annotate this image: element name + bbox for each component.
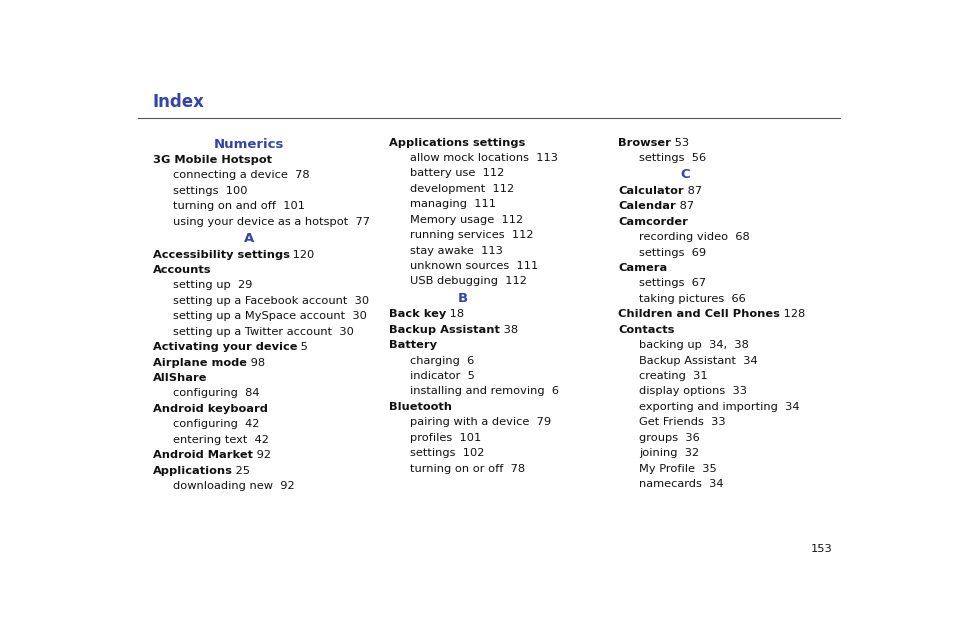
- Text: Numerics: Numerics: [213, 137, 284, 151]
- Text: indicator  5: indicator 5: [410, 371, 475, 381]
- Text: Calculator: Calculator: [618, 186, 683, 196]
- Text: AllShare: AllShare: [152, 373, 207, 383]
- Text: namecards  34: namecards 34: [639, 479, 722, 489]
- Text: B: B: [457, 292, 468, 305]
- Text: Calendar: Calendar: [618, 202, 676, 211]
- Text: 92: 92: [253, 450, 271, 460]
- Text: pairing with a device  79: pairing with a device 79: [410, 417, 551, 427]
- Text: recording video  68: recording video 68: [639, 232, 749, 242]
- Text: 87: 87: [676, 202, 694, 211]
- Text: unknown sources  111: unknown sources 111: [410, 261, 537, 271]
- Text: Backup Assistant: Backup Assistant: [389, 325, 499, 335]
- Text: setting up  29: setting up 29: [173, 280, 253, 291]
- Text: entering text  42: entering text 42: [173, 435, 269, 445]
- Text: running services  112: running services 112: [410, 230, 533, 240]
- Text: Accounts: Accounts: [152, 265, 211, 275]
- Text: Index: Index: [152, 93, 204, 111]
- Text: Airplane mode: Airplane mode: [152, 357, 246, 368]
- Text: 18: 18: [446, 309, 464, 319]
- Text: Get Friends  33: Get Friends 33: [639, 417, 725, 427]
- Text: managing  111: managing 111: [410, 199, 496, 209]
- Text: C: C: [679, 169, 689, 181]
- Text: backing up  34,  38: backing up 34, 38: [639, 340, 748, 350]
- Text: My Profile  35: My Profile 35: [639, 464, 716, 474]
- Text: setting up a Facebook account  30: setting up a Facebook account 30: [173, 296, 369, 306]
- Text: Battery: Battery: [389, 340, 436, 350]
- Text: battery use  112: battery use 112: [410, 169, 503, 178]
- Text: Contacts: Contacts: [618, 325, 674, 335]
- Text: 38: 38: [499, 325, 517, 335]
- Text: allow mock locations  113: allow mock locations 113: [410, 153, 558, 163]
- Text: installing and removing  6: installing and removing 6: [410, 387, 558, 396]
- Text: settings  100: settings 100: [173, 186, 248, 196]
- Text: settings  69: settings 69: [639, 247, 705, 258]
- Text: A: A: [243, 232, 253, 245]
- Text: Android keyboard: Android keyboard: [152, 404, 267, 414]
- Text: charging  6: charging 6: [410, 356, 474, 366]
- Text: development  112: development 112: [410, 184, 514, 194]
- Text: taking pictures  66: taking pictures 66: [639, 294, 745, 304]
- Text: exporting and importing  34: exporting and importing 34: [639, 402, 799, 412]
- Text: Applications: Applications: [152, 466, 233, 476]
- Text: downloading new  92: downloading new 92: [173, 481, 294, 491]
- Text: Children and Cell Phones: Children and Cell Phones: [618, 309, 780, 319]
- Text: joining  32: joining 32: [639, 448, 699, 458]
- Text: display options  33: display options 33: [639, 387, 746, 396]
- Text: creating  31: creating 31: [639, 371, 707, 381]
- Text: Android Market: Android Market: [152, 450, 253, 460]
- Text: turning on and off  101: turning on and off 101: [173, 202, 305, 211]
- Text: connecting a device  78: connecting a device 78: [173, 170, 310, 181]
- Text: Browser: Browser: [618, 137, 671, 148]
- Text: groups  36: groups 36: [639, 432, 700, 443]
- Text: configuring  84: configuring 84: [173, 389, 259, 399]
- Text: Bluetooth: Bluetooth: [389, 402, 452, 412]
- Text: 5: 5: [296, 342, 308, 352]
- Text: configuring  42: configuring 42: [173, 419, 259, 429]
- Text: 25: 25: [233, 466, 250, 476]
- Text: 3G Mobile Hotspot: 3G Mobile Hotspot: [152, 155, 272, 165]
- Text: Back key: Back key: [389, 309, 446, 319]
- Text: 120: 120: [289, 250, 314, 259]
- Text: 153: 153: [810, 544, 832, 554]
- Text: Backup Assistant  34: Backup Assistant 34: [639, 356, 757, 366]
- Text: 87: 87: [683, 186, 701, 196]
- Text: Applications settings: Applications settings: [389, 137, 525, 148]
- Text: 128: 128: [780, 309, 804, 319]
- Text: USB debugging  112: USB debugging 112: [410, 277, 526, 286]
- Text: profiles  101: profiles 101: [410, 432, 480, 443]
- Text: settings  67: settings 67: [639, 279, 705, 289]
- Text: settings  102: settings 102: [410, 448, 484, 458]
- Text: stay awake  113: stay awake 113: [410, 245, 502, 256]
- Text: Camera: Camera: [618, 263, 667, 273]
- Text: Camcorder: Camcorder: [618, 217, 687, 226]
- Text: setting up a MySpace account  30: setting up a MySpace account 30: [173, 312, 367, 321]
- Text: setting up a Twitter account  30: setting up a Twitter account 30: [173, 327, 354, 337]
- Text: 98: 98: [246, 357, 264, 368]
- Text: settings  56: settings 56: [639, 153, 705, 163]
- Text: using your device as a hotspot  77: using your device as a hotspot 77: [173, 217, 370, 226]
- Text: Accessibility settings: Accessibility settings: [152, 250, 289, 259]
- Text: 53: 53: [671, 137, 689, 148]
- Text: Memory usage  112: Memory usage 112: [410, 215, 522, 225]
- Text: Activating your device: Activating your device: [152, 342, 296, 352]
- Text: turning on or off  78: turning on or off 78: [410, 464, 524, 474]
